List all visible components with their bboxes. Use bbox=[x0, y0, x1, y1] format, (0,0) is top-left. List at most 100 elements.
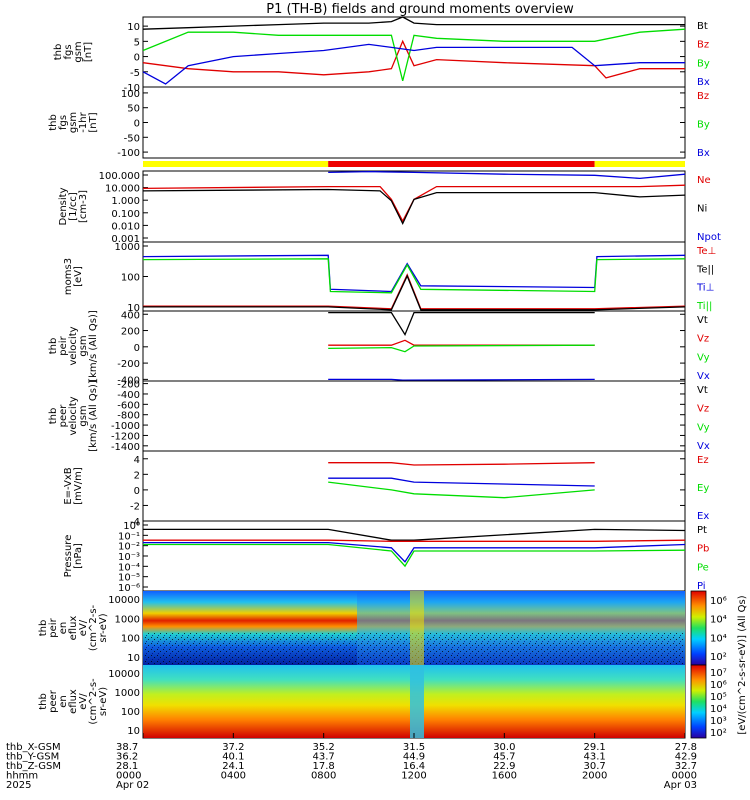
panel-frame bbox=[142, 16, 686, 88]
legend-entry: By bbox=[697, 58, 710, 69]
series-line-Ti|| bbox=[142, 258, 686, 294]
y-axis-label: E=-VxB bbox=[63, 467, 74, 504]
panel-fgs: 10 5 0 -5 -10 thb fgs gsm [nT] Bt Bz By Bx bbox=[53, 16, 710, 94]
spectrograms-layer bbox=[143, 591, 685, 738]
panel-peir-velocity: 400 200 0 -200 -400 thb peir velocity gsm [km/s (… bbox=[48, 310, 710, 386]
footer-cell: 28.1 bbox=[116, 761, 138, 772]
y-tick-label: 100 bbox=[121, 634, 140, 645]
y-tick-label: 100 bbox=[121, 707, 140, 718]
legend-entry: Vx bbox=[697, 441, 710, 452]
y-tick-label: 10⁻⁶ bbox=[118, 583, 140, 594]
y-tick-label: 400 bbox=[121, 310, 140, 321]
y-tick-label: 10⁻² bbox=[118, 542, 140, 553]
footer-cell: 30.0 bbox=[493, 742, 515, 753]
colorbar-tick-label: 10⁶ bbox=[710, 680, 727, 691]
y-axis-label: peer bbox=[58, 404, 69, 428]
footer-cell: 31.5 bbox=[403, 742, 425, 753]
footer-row-label: thb_X-GSM bbox=[6, 742, 61, 753]
panel-moms-temperature: 1000 100 10 moms3 [eV] Te⊥ Te|| Ti⊥ Ti|| bbox=[63, 241, 716, 314]
y-tick-label: 5 bbox=[134, 37, 140, 48]
legend-entry: Vx bbox=[697, 371, 710, 382]
ion-spectrogram-gap bbox=[410, 591, 424, 665]
page-title: P1 (TH-B) fields and ground moments over… bbox=[266, 2, 574, 17]
y-tick-label: -4 bbox=[130, 517, 140, 528]
footer-cell: 0800 bbox=[311, 771, 336, 782]
y-tick-label: -400 bbox=[117, 390, 140, 401]
y-tick-label: -50 bbox=[124, 133, 140, 144]
electron-spectrogram-gap bbox=[410, 665, 424, 738]
y-axis-label: Density bbox=[58, 187, 69, 225]
footer-cell: 36.2 bbox=[116, 752, 138, 763]
footer-cell: 24.1 bbox=[222, 761, 244, 772]
y-tick-label: 0 bbox=[134, 486, 140, 497]
footer-cell: 40.1 bbox=[222, 752, 244, 763]
footer-cell: 1200 bbox=[401, 771, 426, 782]
y-axis-label: [cm-3] bbox=[78, 190, 89, 223]
y-axis-label: eflux bbox=[68, 689, 79, 714]
series-line-Ez bbox=[328, 462, 595, 466]
y-axis-label: [km/s (All Qs)] bbox=[88, 310, 99, 382]
y-axis-label: [1/cc] bbox=[68, 192, 79, 221]
y-tick-label: -1200 bbox=[111, 431, 140, 442]
y-tick-label: 1000 bbox=[115, 614, 140, 625]
footer-cell: 35.2 bbox=[313, 742, 335, 753]
y-axis-label: eV/ bbox=[78, 693, 89, 710]
y-tick-label: 10⁰ bbox=[123, 521, 140, 532]
y-axis-label: thb bbox=[38, 693, 49, 710]
y-axis-label: -1hr bbox=[78, 111, 89, 132]
y-axis-label: gsm bbox=[78, 335, 89, 356]
footer-cell: 0400 bbox=[221, 771, 246, 782]
y-axis-label: en bbox=[58, 622, 69, 635]
y-axis-label: eflux bbox=[68, 616, 79, 641]
y-tick-label: 50 bbox=[127, 104, 140, 115]
colorbar-tick-label: 10² bbox=[710, 652, 727, 663]
legend-entry: Pe bbox=[697, 562, 709, 573]
legend-entry: Bz bbox=[697, 40, 709, 51]
panel-frame bbox=[142, 520, 686, 592]
y-axis-label: thb bbox=[48, 338, 59, 355]
legend-entry: Te|| bbox=[696, 264, 714, 275]
y-tick-label: -10 bbox=[124, 83, 140, 94]
y-axis-label: fgs bbox=[58, 115, 69, 130]
footer-cell: 43.1 bbox=[584, 752, 606, 763]
y-tick-label: 10⁻⁴ bbox=[118, 562, 140, 573]
y-tick-label: 100 bbox=[121, 89, 140, 100]
series-line-Vx bbox=[328, 378, 595, 381]
legend-entry: By bbox=[697, 120, 710, 131]
mode-bar-segment bbox=[143, 161, 329, 167]
footer-row-label: thb_Y-GSM bbox=[6, 752, 59, 763]
legend-entry: Vt bbox=[697, 315, 708, 326]
footer-cell: 2000 bbox=[582, 771, 607, 782]
series-line-By bbox=[142, 28, 686, 82]
footer-cell: 22.9 bbox=[493, 761, 515, 772]
y-tick-label: 10⁻³ bbox=[118, 552, 140, 563]
footer-cell: 38.7 bbox=[116, 742, 138, 753]
y-tick-label: 10⁻¹ bbox=[118, 531, 140, 542]
series-line-Ex bbox=[328, 477, 595, 487]
footer-cell: Apr 02 bbox=[116, 780, 149, 791]
y-axis-label: thb bbox=[48, 114, 59, 131]
y-axis-label: velocity bbox=[68, 396, 79, 435]
colorbar-tick-label: 10⁷ bbox=[710, 668, 727, 679]
colorbar-tick-label: 10³ bbox=[710, 716, 727, 727]
y-tick-label: 0 bbox=[134, 119, 140, 130]
y-tick-label: 0.100 bbox=[111, 209, 140, 220]
panel-peer-velocity: -200-400-600-800-1000-1200-1400 thb peer ve… bbox=[48, 380, 710, 453]
y-tick-label: 10⁻⁵ bbox=[118, 573, 140, 584]
colorbar-tick-label: 10⁴ bbox=[710, 704, 727, 715]
mode-bar-segment bbox=[328, 161, 595, 167]
y-tick-label: 0.010 bbox=[111, 221, 140, 232]
panel-frame bbox=[142, 86, 686, 159]
legend-entry: Ti⊥ bbox=[696, 283, 714, 294]
y-axis-label: [nPa] bbox=[73, 543, 84, 569]
footer-cell: Apr 03 bbox=[664, 780, 697, 791]
legend-entry: Npot bbox=[697, 232, 721, 243]
series-line-Te|| bbox=[143, 274, 686, 311]
y-axis-label: Pressure bbox=[63, 535, 74, 578]
colorbar-lower bbox=[690, 664, 707, 739]
panel-frame bbox=[142, 450, 686, 522]
footer-row-label: 2025 bbox=[6, 780, 31, 791]
y-tick-label: -100 bbox=[117, 148, 140, 159]
